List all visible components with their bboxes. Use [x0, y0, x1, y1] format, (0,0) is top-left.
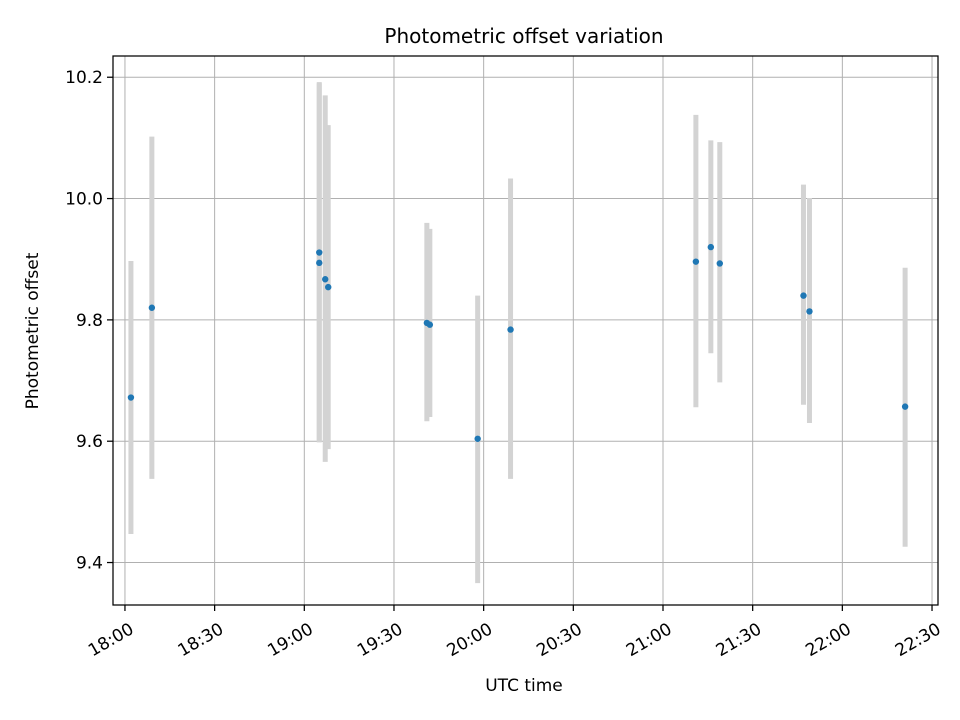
- data-point: [800, 292, 807, 299]
- y-tick-label: 9.4: [76, 554, 103, 574]
- data-point: [322, 276, 329, 283]
- x-tick-label: 18:30: [175, 619, 227, 661]
- plot-frame: [112, 55, 939, 606]
- x-tick-label: 21:30: [713, 619, 765, 661]
- x-tick-label: 21:00: [623, 619, 675, 661]
- data-point: [901, 403, 909, 410]
- x-tick-label: 22:30: [892, 619, 944, 661]
- data-point: [507, 326, 514, 333]
- data-point: [316, 249, 323, 256]
- data-point: [316, 259, 323, 267]
- x-axis-label: UTC time: [485, 676, 563, 696]
- data-point: [806, 308, 813, 315]
- y-axis-ticks: 9.4 9.6 9.8 10.0 10.2: [65, 68, 113, 574]
- x-tick-label: 18:00: [85, 619, 137, 661]
- data-point: [707, 243, 715, 251]
- grid: [113, 56, 938, 605]
- y-tick-label: 9.6: [76, 432, 103, 452]
- y-tick-label: 10.2: [65, 68, 103, 88]
- data-point: [127, 394, 135, 401]
- data-point: [692, 258, 700, 265]
- data-point: [325, 283, 332, 291]
- y-tick-label: 10.0: [65, 190, 103, 210]
- x-tick-label: 20:30: [533, 619, 585, 661]
- x-tick-label: 22:00: [802, 619, 854, 661]
- data-points: [127, 243, 909, 442]
- data-point: [148, 304, 156, 311]
- y-axis-label: Photometric offset: [23, 252, 43, 409]
- x-axis-ticks: 18:00 18:30 19:00 19:30 20:00 20:30 21:00 21:30…: [85, 605, 944, 661]
- data-point: [716, 260, 723, 267]
- x-tick-label: 19:00: [264, 619, 316, 661]
- data-point: [474, 435, 481, 442]
- errorbars: [128, 82, 908, 584]
- y-tick-label: 9.8: [76, 311, 103, 331]
- data-point: [426, 321, 434, 328]
- chart-title: Photometric offset variation: [384, 24, 663, 48]
- x-tick-label: 20:00: [444, 619, 496, 661]
- x-tick-label: 19:30: [354, 619, 406, 661]
